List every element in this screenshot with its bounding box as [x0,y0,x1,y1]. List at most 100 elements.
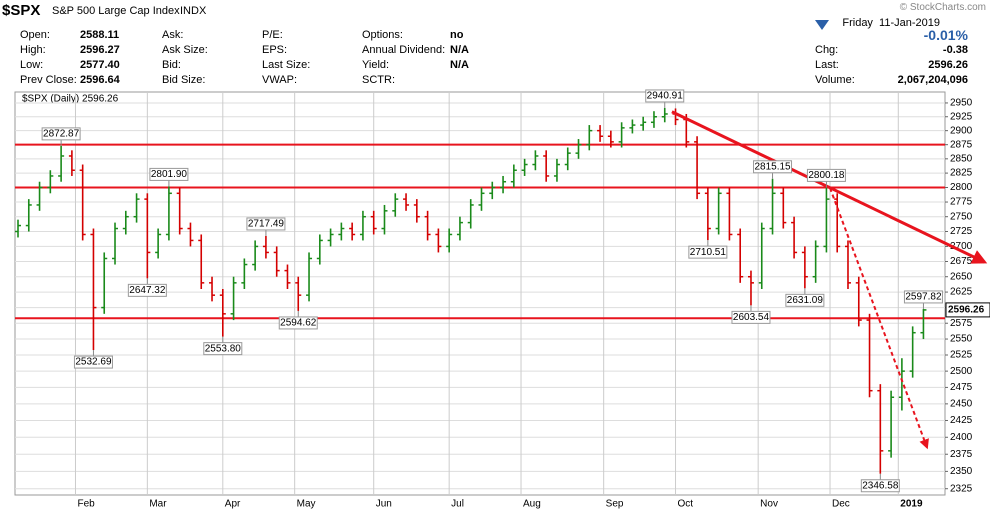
quote-label: High: [20,44,46,56]
y-tick-label: 2550 [950,334,973,345]
x-tick-label: Mar [149,499,167,510]
y-tick-label: 2850 [950,153,973,164]
y-tick-label: 2350 [950,466,973,477]
quote-value: -0.01% [923,27,968,43]
annotation-box [806,168,846,182]
annotation-label: 2594.62 [280,318,317,329]
quote-label: Chg: [815,44,839,56]
annotation-box [278,316,318,330]
x-tick-label: Jul [451,499,464,510]
annotation-box [860,479,900,493]
y-tick-label: 2900 [950,125,973,136]
annotation-label: 2603.54 [733,312,770,323]
last-price-tag [945,302,990,318]
y-tick-label: 2650 [950,271,973,282]
last-price-label: 2596.26 [948,305,985,316]
quote-label: P/E: [262,29,283,41]
y-tick-label: 2675 [950,256,973,267]
quote-value: 2596.64 [80,74,120,86]
quote-value: N/A [450,44,469,56]
annotation-label: 2346.58 [862,480,899,491]
quote-value: -0.38 [942,44,968,56]
quote-value: 2596.26 [928,59,968,71]
x-tick-label: Apr [225,499,241,510]
x-tick-label: 2019 [900,499,923,510]
quote-label: SCTR: [362,74,395,86]
quote-label: Bid: [162,59,181,71]
exchange: INDX [180,5,207,17]
annotation-label: 2553.80 [205,343,242,354]
annotation-box [41,127,81,141]
annotation-box [645,89,685,103]
annotation-label: 2710.51 [690,247,727,258]
annotation-label: 2717.49 [248,219,285,230]
y-tick-label: 2425 [950,415,973,426]
x-tick-label: Oct [678,499,694,510]
y-tick-label: 2950 [950,98,973,109]
quote-date: Friday 11-Jan-2019 [842,17,940,29]
y-tick-label: 2800 [950,182,973,193]
annotation-box [203,342,243,356]
y-tick-label: 2625 [950,287,973,298]
annotation-box [246,217,286,231]
quote-label: Bid Size: [162,74,206,86]
down-arrow [815,20,829,30]
quote-label: Open: [20,29,50,41]
quote-label: Options: [362,29,403,41]
y-tick-label: 2875 [950,139,973,150]
y-tick-label: 2525 [950,350,973,361]
annotation-label: 2597.82 [905,292,942,303]
quote-value: N/A [450,59,469,71]
quote-label: Last Size: [262,59,311,71]
annotation-label: 2532.69 [75,357,112,368]
y-tick-label: 2825 [950,168,973,179]
y-tick-label: 2450 [950,399,973,410]
y-tick-label: 2575 [950,318,973,329]
x-tick-label: Jun [376,499,392,510]
quote-label: Yield: [362,59,390,71]
x-tick-label: Sep [606,499,624,510]
annotation-box [127,283,167,297]
annotation-label: 2872.87 [43,129,80,140]
annotation-box [73,355,113,369]
x-tick-label: May [297,499,316,510]
annotation-box [149,167,189,181]
y-tick-label: 2325 [950,483,973,494]
y-tick-label: 2700 [950,241,973,252]
annotation-box [903,290,943,304]
y-tick-label: 2475 [950,382,973,393]
quote-label: VWAP: [262,74,298,86]
chart-title: $SPX (Daily) 2596.26 [22,94,119,105]
quote-label: Ask Size: [162,44,208,56]
y-tick-label: 2925 [950,111,973,122]
quote-value: 2596.27 [80,44,120,56]
trend-line [671,110,988,264]
x-tick-label: Nov [760,499,778,510]
quote-value: 2,067,204,096 [897,74,968,86]
quote-value: 2577.40 [80,59,120,71]
quote-value: no [450,29,464,41]
quote-label: Low: [20,59,44,71]
quote-label: Annual Dividend: [362,44,446,56]
quote-label: Last: [815,59,839,71]
annotation-label: 2647.32 [129,285,166,296]
quote-label: Ask: [162,29,184,41]
annotation-label: 2940.91 [647,91,684,102]
y-tick-label: 2400 [950,432,973,443]
y-tick-label: 2375 [950,449,973,460]
y-tick-label: 2775 [950,197,973,208]
annotation-box [688,245,728,259]
symbol: $SPX [2,2,41,19]
watermark: © StockCharts.com [899,2,986,13]
x-tick-label: Feb [77,499,95,510]
annotation-label: 2631.09 [787,295,824,306]
quote-label: Prev Close: [20,74,77,86]
annotation-box [753,160,793,174]
x-tick-label: Dec [832,499,850,510]
annotation-box [785,293,825,307]
index-name: S&P 500 Large Cap Index [52,5,180,17]
annotation-label: 2815.15 [754,161,791,172]
x-tick-label: Aug [523,499,541,510]
